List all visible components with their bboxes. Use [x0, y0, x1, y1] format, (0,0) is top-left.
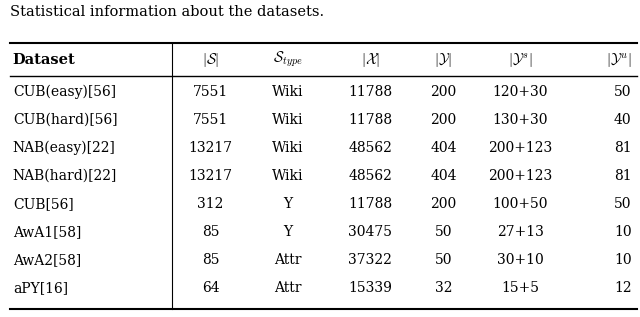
Text: 200+123: 200+123 — [488, 141, 552, 155]
Text: 85: 85 — [202, 253, 220, 267]
Text: Wiki: Wiki — [272, 113, 303, 127]
Text: NAB(hard)[22]: NAB(hard)[22] — [13, 169, 117, 183]
Text: $|\mathcal{S}|$: $|\mathcal{S}|$ — [202, 51, 219, 68]
Text: CUB(easy)[56]: CUB(easy)[56] — [13, 85, 116, 99]
Text: 130+30: 130+30 — [493, 113, 548, 127]
Text: 200: 200 — [430, 113, 456, 127]
Text: 32: 32 — [435, 281, 452, 295]
Text: Y: Y — [283, 225, 292, 239]
Text: 50: 50 — [614, 85, 632, 99]
Text: 48562: 48562 — [348, 141, 392, 155]
Text: 13217: 13217 — [188, 169, 232, 183]
Text: Y: Y — [283, 197, 292, 211]
Text: 30+10: 30+10 — [497, 253, 544, 267]
Text: AwA2[58]: AwA2[58] — [13, 253, 81, 267]
Text: Dataset: Dataset — [13, 53, 76, 67]
Text: AwA1[58]: AwA1[58] — [13, 225, 81, 239]
Text: 11788: 11788 — [348, 113, 392, 127]
Text: 30475: 30475 — [348, 225, 392, 239]
Text: 200: 200 — [430, 85, 456, 99]
Text: 50: 50 — [435, 253, 452, 267]
Text: 100+50: 100+50 — [493, 197, 548, 211]
Text: Attr: Attr — [274, 281, 301, 295]
Text: Statistical information about the datasets.: Statistical information about the datase… — [10, 5, 324, 19]
Text: aPY[16]: aPY[16] — [13, 281, 68, 295]
Text: 7551: 7551 — [193, 113, 228, 127]
Text: $|\mathcal{Y}|$: $|\mathcal{Y}|$ — [435, 51, 452, 68]
Text: 15339: 15339 — [348, 281, 392, 295]
Text: 50: 50 — [435, 225, 452, 239]
Text: 64: 64 — [202, 281, 220, 295]
Text: 10: 10 — [614, 253, 632, 267]
Text: Wiki: Wiki — [272, 141, 303, 155]
Text: 85: 85 — [202, 225, 220, 239]
Text: 7551: 7551 — [193, 85, 228, 99]
Text: 27+13: 27+13 — [497, 225, 544, 239]
Text: 11788: 11788 — [348, 197, 392, 211]
Text: 200: 200 — [430, 197, 456, 211]
Text: 50: 50 — [614, 197, 632, 211]
Text: NAB(easy)[22]: NAB(easy)[22] — [13, 141, 116, 155]
Text: 200+123: 200+123 — [488, 169, 552, 183]
Text: 40: 40 — [614, 113, 632, 127]
Text: 81: 81 — [614, 169, 632, 183]
Text: Attr: Attr — [274, 253, 301, 267]
Text: 404: 404 — [430, 141, 456, 155]
Text: CUB[56]: CUB[56] — [13, 197, 74, 211]
Text: 15+5: 15+5 — [501, 281, 540, 295]
Text: CUB(hard)[56]: CUB(hard)[56] — [13, 113, 117, 127]
Text: 13217: 13217 — [188, 141, 232, 155]
Text: 11788: 11788 — [348, 85, 392, 99]
Text: 10: 10 — [614, 225, 632, 239]
Text: 81: 81 — [614, 141, 632, 155]
Text: Wiki: Wiki — [272, 169, 303, 183]
Text: 312: 312 — [197, 197, 224, 211]
Text: $\mathcal{S}_{type}$: $\mathcal{S}_{type}$ — [273, 50, 302, 69]
Text: 37322: 37322 — [348, 253, 392, 267]
Text: Wiki: Wiki — [272, 85, 303, 99]
Text: 12: 12 — [614, 281, 632, 295]
Text: 120+30: 120+30 — [493, 85, 548, 99]
Text: 404: 404 — [430, 169, 456, 183]
Text: $|\mathcal{Y}^u|$: $|\mathcal{Y}^u|$ — [606, 51, 632, 68]
Text: $|\mathcal{Y}^s|$: $|\mathcal{Y}^s|$ — [508, 51, 532, 68]
Text: 48562: 48562 — [348, 169, 392, 183]
Text: $|\mathcal{X}|$: $|\mathcal{X}|$ — [361, 51, 380, 68]
